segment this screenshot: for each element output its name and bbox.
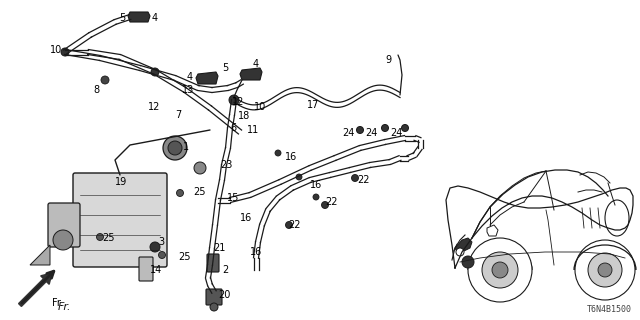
- Text: 13: 13: [182, 85, 195, 95]
- Text: 12: 12: [232, 97, 244, 107]
- Circle shape: [401, 124, 408, 132]
- Text: 12: 12: [148, 102, 161, 112]
- Text: 9: 9: [385, 55, 391, 65]
- Circle shape: [462, 256, 474, 268]
- Circle shape: [177, 189, 184, 196]
- Text: 5: 5: [221, 63, 228, 73]
- Text: 15: 15: [227, 193, 239, 203]
- Text: 24: 24: [390, 128, 403, 138]
- Text: 16: 16: [240, 213, 252, 223]
- Text: T6N4B1500: T6N4B1500: [587, 305, 632, 314]
- Text: 20: 20: [218, 290, 230, 300]
- Text: 22: 22: [288, 220, 301, 230]
- Text: 5: 5: [119, 13, 125, 23]
- Circle shape: [97, 234, 104, 241]
- Text: 10: 10: [50, 45, 62, 55]
- Text: 23: 23: [220, 160, 232, 170]
- Text: 3: 3: [158, 237, 164, 247]
- Text: 24: 24: [365, 128, 378, 138]
- Circle shape: [492, 262, 508, 278]
- FancyArrow shape: [19, 273, 52, 307]
- Circle shape: [575, 240, 635, 300]
- Text: 25: 25: [102, 233, 115, 243]
- Circle shape: [285, 221, 292, 228]
- Text: 8: 8: [94, 85, 100, 95]
- Circle shape: [321, 202, 328, 209]
- Text: 24: 24: [342, 128, 355, 138]
- Text: 25: 25: [178, 252, 191, 262]
- Circle shape: [351, 174, 358, 181]
- Polygon shape: [240, 68, 262, 80]
- Text: 16: 16: [250, 247, 262, 257]
- Circle shape: [275, 150, 281, 156]
- FancyBboxPatch shape: [48, 203, 80, 247]
- Circle shape: [598, 263, 612, 277]
- Circle shape: [296, 174, 302, 180]
- Circle shape: [210, 303, 218, 311]
- Circle shape: [61, 48, 69, 56]
- Polygon shape: [196, 72, 218, 84]
- Text: 1: 1: [183, 142, 189, 152]
- Text: 16: 16: [285, 152, 297, 162]
- Text: 6: 6: [230, 123, 236, 133]
- Polygon shape: [128, 12, 150, 22]
- Circle shape: [150, 242, 160, 252]
- Circle shape: [313, 194, 319, 200]
- Circle shape: [456, 248, 464, 256]
- Circle shape: [229, 95, 239, 105]
- Text: 21: 21: [213, 243, 225, 253]
- Text: 4: 4: [187, 72, 193, 82]
- Text: 14: 14: [150, 265, 163, 275]
- FancyBboxPatch shape: [73, 173, 167, 267]
- Circle shape: [163, 136, 187, 160]
- Circle shape: [381, 124, 388, 132]
- Text: 16: 16: [310, 180, 323, 190]
- Text: 22: 22: [325, 197, 337, 207]
- Circle shape: [356, 126, 364, 133]
- FancyBboxPatch shape: [139, 257, 153, 281]
- Text: 10: 10: [254, 102, 266, 112]
- Polygon shape: [487, 225, 498, 236]
- Text: 25: 25: [193, 187, 205, 197]
- Text: 4: 4: [253, 59, 259, 69]
- FancyBboxPatch shape: [206, 289, 222, 305]
- Polygon shape: [30, 245, 50, 265]
- Text: 19: 19: [115, 177, 127, 187]
- Circle shape: [588, 253, 622, 287]
- Circle shape: [468, 238, 532, 302]
- Circle shape: [151, 68, 159, 76]
- Text: 11: 11: [247, 125, 259, 135]
- Text: Fr.: Fr.: [58, 302, 72, 312]
- Text: 7: 7: [175, 110, 181, 120]
- Circle shape: [482, 252, 518, 288]
- Text: 22: 22: [357, 175, 369, 185]
- Text: Fr.: Fr.: [52, 298, 63, 308]
- Circle shape: [194, 162, 206, 174]
- Circle shape: [159, 252, 166, 259]
- Text: 17: 17: [307, 100, 319, 110]
- Text: 2: 2: [222, 265, 228, 275]
- Text: 4: 4: [152, 13, 158, 23]
- Circle shape: [53, 230, 73, 250]
- Circle shape: [168, 141, 182, 155]
- FancyBboxPatch shape: [207, 254, 219, 272]
- Circle shape: [101, 76, 109, 84]
- Polygon shape: [455, 238, 472, 252]
- Text: 18: 18: [238, 111, 250, 121]
